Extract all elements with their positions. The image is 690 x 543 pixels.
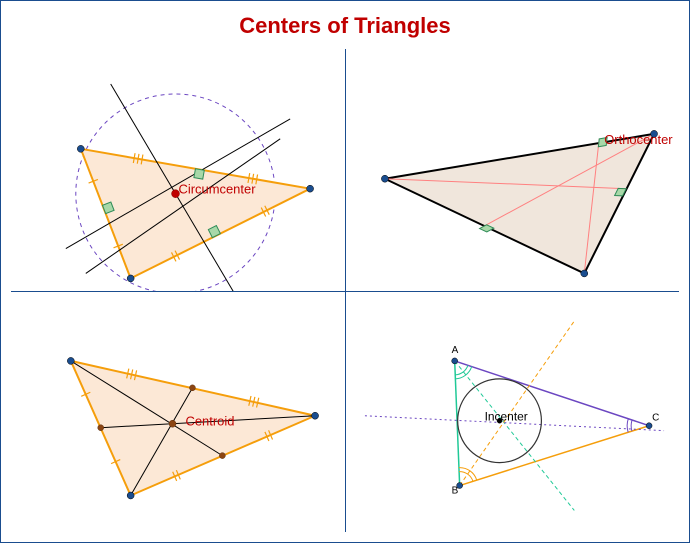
incenter-panel: A B C Incenter xyxy=(345,291,679,533)
svg-text:Centroid: Centroid xyxy=(185,413,234,428)
incenter-svg: A B C Incenter xyxy=(345,291,679,533)
svg-text:Orthocenter: Orthocenter xyxy=(604,132,673,147)
svg-text:B: B xyxy=(452,485,459,496)
circumcenter-svg: Circumcenter xyxy=(11,49,345,291)
orthocenter-svg: Orthocenter xyxy=(345,49,679,291)
circumcenter-panel: Circumcenter xyxy=(11,49,345,291)
svg-text:C: C xyxy=(652,412,659,423)
svg-text:A: A xyxy=(452,344,459,355)
diagram-container: Centers of Triangles Circumcenter Orthoc… xyxy=(0,0,690,543)
centroid-svg: Centroid xyxy=(11,291,345,533)
svg-text:Circumcenter: Circumcenter xyxy=(178,182,256,197)
page-title: Centers of Triangles xyxy=(1,1,689,47)
centroid-panel: Centroid xyxy=(11,291,345,533)
quadrant-grid: Circumcenter Orthocenter Centroid A B C Inc… xyxy=(11,49,679,532)
orthocenter-panel: Orthocenter xyxy=(345,49,679,291)
svg-text:Incenter: Incenter xyxy=(485,409,528,423)
